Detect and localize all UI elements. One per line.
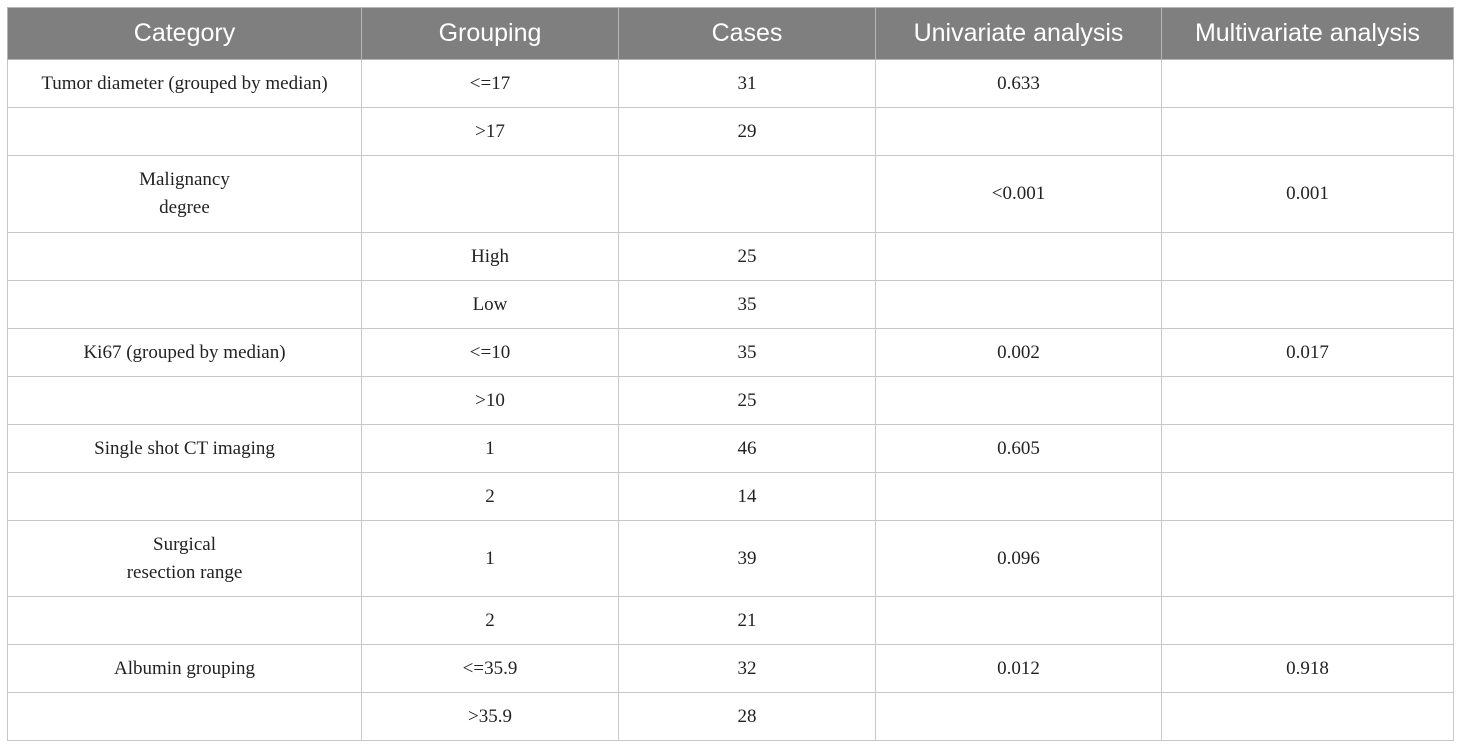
cell-category: Tumor diameter (grouped by median) (7, 59, 362, 108)
cell-category (7, 376, 362, 425)
cell-cases: 35 (618, 280, 876, 329)
cell-univariate (875, 472, 1162, 521)
cell-grouping: 1 (361, 520, 619, 597)
cell-category: Ki67 (grouped by median) (7, 328, 362, 377)
cell-univariate (875, 107, 1162, 156)
table-row: >35.9 28 (7, 692, 1454, 741)
cell-cases: 32 (618, 644, 876, 693)
cell-univariate: 0.096 (875, 520, 1162, 597)
header-category: Category (7, 7, 362, 60)
cell-multivariate (1161, 232, 1454, 281)
cell-univariate (875, 596, 1162, 645)
cell-cases: 46 (618, 424, 876, 473)
cell-multivariate (1161, 424, 1454, 473)
cell-grouping: 2 (361, 472, 619, 521)
cell-univariate: <0.001 (875, 155, 1162, 233)
category-line-1: Surgical (153, 533, 216, 555)
header-grouping: Grouping (361, 7, 619, 60)
header-row: Category Grouping Cases Univariate analy… (7, 7, 1454, 60)
cell-category (7, 472, 362, 521)
cell-univariate (875, 376, 1162, 425)
cell-univariate: 0.012 (875, 644, 1162, 693)
cell-cases: 25 (618, 376, 876, 425)
cell-multivariate (1161, 472, 1454, 521)
cell-cases: 25 (618, 232, 876, 281)
cell-univariate (875, 280, 1162, 329)
cell-cases: 39 (618, 520, 876, 597)
table-row: 2 14 (7, 472, 1454, 521)
cell-category: Surgical resection range (7, 520, 362, 597)
cell-category: Malignancy degree (7, 155, 362, 233)
table-row: Tumor diameter (grouped by median) <=17 … (7, 59, 1454, 108)
table-row: Single shot CT imaging 1 46 0.605 (7, 424, 1454, 473)
cell-cases: 14 (618, 472, 876, 521)
cell-univariate: 0.633 (875, 59, 1162, 108)
header-univariate: Univariate analysis (875, 7, 1162, 60)
table-row: >10 25 (7, 376, 1454, 425)
cell-category (7, 232, 362, 281)
cell-category (7, 280, 362, 329)
cell-grouping: 2 (361, 596, 619, 645)
cell-grouping: Low (361, 280, 619, 329)
cell-cases (618, 155, 876, 233)
cell-grouping: <=10 (361, 328, 619, 377)
cell-cases: 31 (618, 59, 876, 108)
cell-category: Single shot CT imaging (7, 424, 362, 473)
cell-cases: 28 (618, 692, 876, 741)
cell-category (7, 107, 362, 156)
cell-univariate (875, 692, 1162, 741)
cell-grouping: <=35.9 (361, 644, 619, 693)
cell-multivariate (1161, 596, 1454, 645)
cell-multivariate: 0.001 (1161, 155, 1454, 233)
table-row: Ki67 (grouped by median) <=10 35 0.002 0… (7, 328, 1454, 377)
cell-grouping: High (361, 232, 619, 281)
cell-multivariate: 0.918 (1161, 644, 1454, 693)
cell-grouping (361, 155, 619, 233)
cell-multivariate (1161, 520, 1454, 597)
table-body: Tumor diameter (grouped by median) <=17 … (7, 59, 1454, 741)
cell-multivariate: 0.017 (1161, 328, 1454, 377)
cell-cases: 29 (618, 107, 876, 156)
cell-multivariate (1161, 692, 1454, 741)
cell-cases: 21 (618, 596, 876, 645)
analysis-table: Category Grouping Cases Univariate analy… (7, 7, 1454, 741)
cell-multivariate (1161, 280, 1454, 329)
table-row: Low 35 (7, 280, 1454, 329)
cell-category: Albumin grouping (7, 644, 362, 693)
cell-univariate: 0.002 (875, 328, 1162, 377)
cell-category (7, 596, 362, 645)
table-row: >17 29 (7, 107, 1454, 156)
cell-category (7, 692, 362, 741)
category-line-2: resection range (126, 561, 243, 583)
category-line-1: Malignancy (139, 169, 230, 190)
cell-univariate: 0.605 (875, 424, 1162, 473)
table-row: Malignancy degree <0.001 0.001 (7, 155, 1454, 233)
cell-cases: 35 (618, 328, 876, 377)
cell-multivariate (1161, 376, 1454, 425)
category-line-2: degree (159, 197, 210, 218)
cell-multivariate (1161, 107, 1454, 156)
cell-univariate (875, 232, 1162, 281)
cell-grouping: <=17 (361, 59, 619, 108)
header-cases: Cases (618, 7, 876, 60)
table-row: 2 21 (7, 596, 1454, 645)
cell-multivariate (1161, 59, 1454, 108)
table-row: Albumin grouping <=35.9 32 0.012 0.918 (7, 644, 1454, 693)
header-multivariate: Multivariate analysis (1161, 7, 1454, 60)
table-row: Surgical resection range 1 39 0.096 (7, 520, 1454, 597)
cell-grouping: 1 (361, 424, 619, 473)
cell-grouping: >17 (361, 107, 619, 156)
cell-grouping: >35.9 (361, 692, 619, 741)
table-row: High 25 (7, 232, 1454, 281)
table-header: Category Grouping Cases Univariate analy… (7, 7, 1454, 60)
cell-grouping: >10 (361, 376, 619, 425)
